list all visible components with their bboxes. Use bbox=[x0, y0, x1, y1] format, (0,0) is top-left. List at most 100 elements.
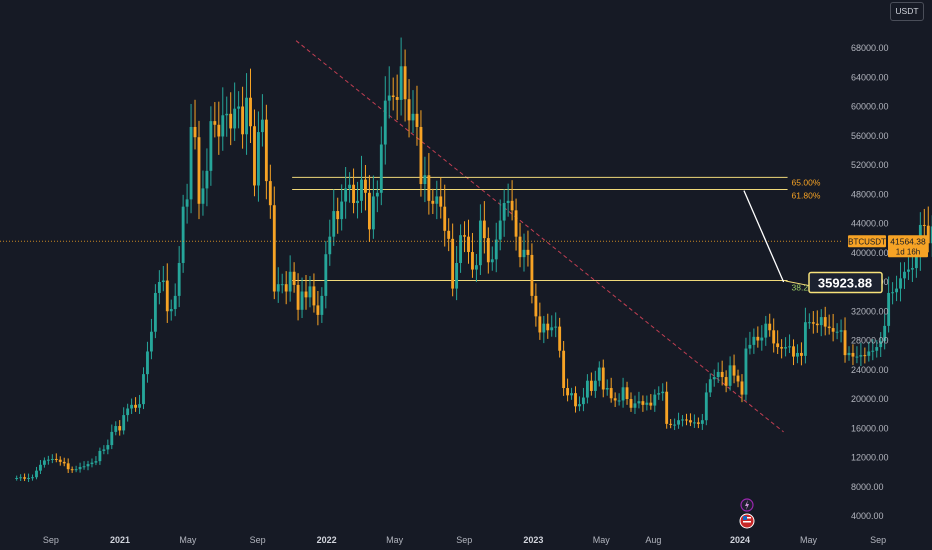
candle bbox=[181, 194, 185, 273]
y-tick-label: 32000.00 bbox=[851, 306, 889, 316]
candle bbox=[891, 282, 895, 305]
candle bbox=[490, 246, 494, 271]
candle bbox=[510, 180, 514, 221]
candle bbox=[570, 387, 573, 400]
candle-body bbox=[633, 403, 637, 408]
candle-body bbox=[324, 254, 328, 296]
target-pointer bbox=[785, 280, 810, 287]
candle-body bbox=[403, 66, 407, 100]
candle bbox=[58, 456, 62, 466]
candle-body bbox=[419, 126, 423, 185]
candle bbox=[930, 215, 932, 257]
candle-body bbox=[629, 399, 633, 408]
us-flag-canton bbox=[743, 516, 747, 520]
candle bbox=[550, 315, 554, 337]
candle bbox=[165, 263, 169, 323]
currency-button[interactable]: USDT bbox=[890, 2, 924, 21]
candle bbox=[514, 198, 518, 251]
candle bbox=[391, 77, 395, 111]
candle bbox=[411, 90, 415, 134]
y-tick-label: 44000.00 bbox=[851, 219, 889, 229]
candle-body bbox=[796, 352, 799, 357]
candle-body bbox=[570, 393, 573, 396]
candle bbox=[486, 227, 490, 274]
candle bbox=[169, 299, 173, 321]
candle bbox=[736, 369, 740, 388]
candle bbox=[482, 201, 486, 254]
candle bbox=[153, 284, 157, 339]
candle bbox=[883, 313, 887, 350]
candle bbox=[463, 221, 466, 253]
candle-body bbox=[221, 115, 225, 137]
candle bbox=[803, 307, 807, 364]
candle-body bbox=[807, 322, 811, 324]
candle bbox=[272, 186, 276, 300]
candle bbox=[46, 455, 50, 465]
candle-body bbox=[106, 445, 110, 450]
candle bbox=[62, 457, 66, 467]
candle-body bbox=[490, 259, 494, 263]
candle bbox=[696, 417, 700, 429]
candle-body bbox=[268, 181, 272, 206]
candle bbox=[50, 454, 54, 464]
candle bbox=[427, 153, 431, 215]
x-tick-label: May bbox=[386, 535, 404, 545]
candle bbox=[264, 104, 268, 200]
candle bbox=[875, 340, 879, 358]
candle bbox=[399, 37, 403, 116]
candle bbox=[360, 155, 363, 213]
candle bbox=[324, 241, 328, 309]
candle-body bbox=[46, 459, 50, 461]
price-axis[interactable]: 4000.00 8000.00 12000.00 16000.00 20000.00 24… bbox=[851, 43, 889, 521]
candle bbox=[645, 395, 649, 411]
candle-body bbox=[720, 371, 724, 378]
candle bbox=[546, 313, 550, 339]
candle-body bbox=[54, 458, 58, 460]
candle-body bbox=[859, 355, 863, 357]
candle bbox=[431, 188, 435, 215]
candle bbox=[895, 275, 898, 302]
candle-body bbox=[712, 377, 716, 380]
candle-body bbox=[383, 100, 387, 145]
candle-body bbox=[42, 460, 46, 465]
candle-body bbox=[320, 295, 324, 315]
us-flag-icon[interactable] bbox=[739, 513, 755, 529]
candle-body bbox=[514, 210, 518, 237]
candle-body bbox=[609, 388, 613, 399]
candle bbox=[439, 177, 443, 219]
candle bbox=[221, 87, 225, 151]
candle bbox=[847, 346, 851, 361]
candle bbox=[42, 457, 46, 468]
time-axis[interactable]: Sep 2021 May Sep 2022 May Sep 2023 May Aug 2024 May… bbox=[43, 535, 886, 545]
candle bbox=[142, 367, 145, 410]
candle-body bbox=[669, 423, 673, 425]
candle-body bbox=[300, 291, 304, 310]
candle-body bbox=[205, 170, 209, 189]
candle bbox=[629, 392, 633, 412]
candle bbox=[146, 341, 149, 383]
candle-body bbox=[641, 401, 645, 405]
candle bbox=[332, 189, 336, 246]
descending-trendline bbox=[295, 40, 784, 433]
lightning-icon[interactable] bbox=[740, 498, 754, 512]
projection-arrow bbox=[743, 190, 785, 283]
candle bbox=[506, 183, 510, 217]
plot-area[interactable]: 65.00% 61.80% 38.20% bbox=[0, 37, 932, 483]
candle-body bbox=[201, 188, 205, 204]
candle bbox=[383, 76, 387, 165]
candle bbox=[720, 360, 724, 386]
candle-body bbox=[241, 106, 245, 135]
candle-body bbox=[788, 346, 791, 348]
candle bbox=[475, 253, 478, 282]
candle bbox=[54, 453, 58, 463]
candle-body bbox=[213, 121, 217, 125]
event-markers[interactable] bbox=[739, 498, 755, 529]
candle-body bbox=[439, 196, 443, 207]
candle bbox=[284, 271, 288, 305]
candle-body bbox=[209, 121, 213, 171]
candle-body bbox=[728, 365, 732, 386]
candle bbox=[780, 339, 784, 359]
candle-body bbox=[645, 402, 649, 405]
candle bbox=[340, 184, 344, 231]
